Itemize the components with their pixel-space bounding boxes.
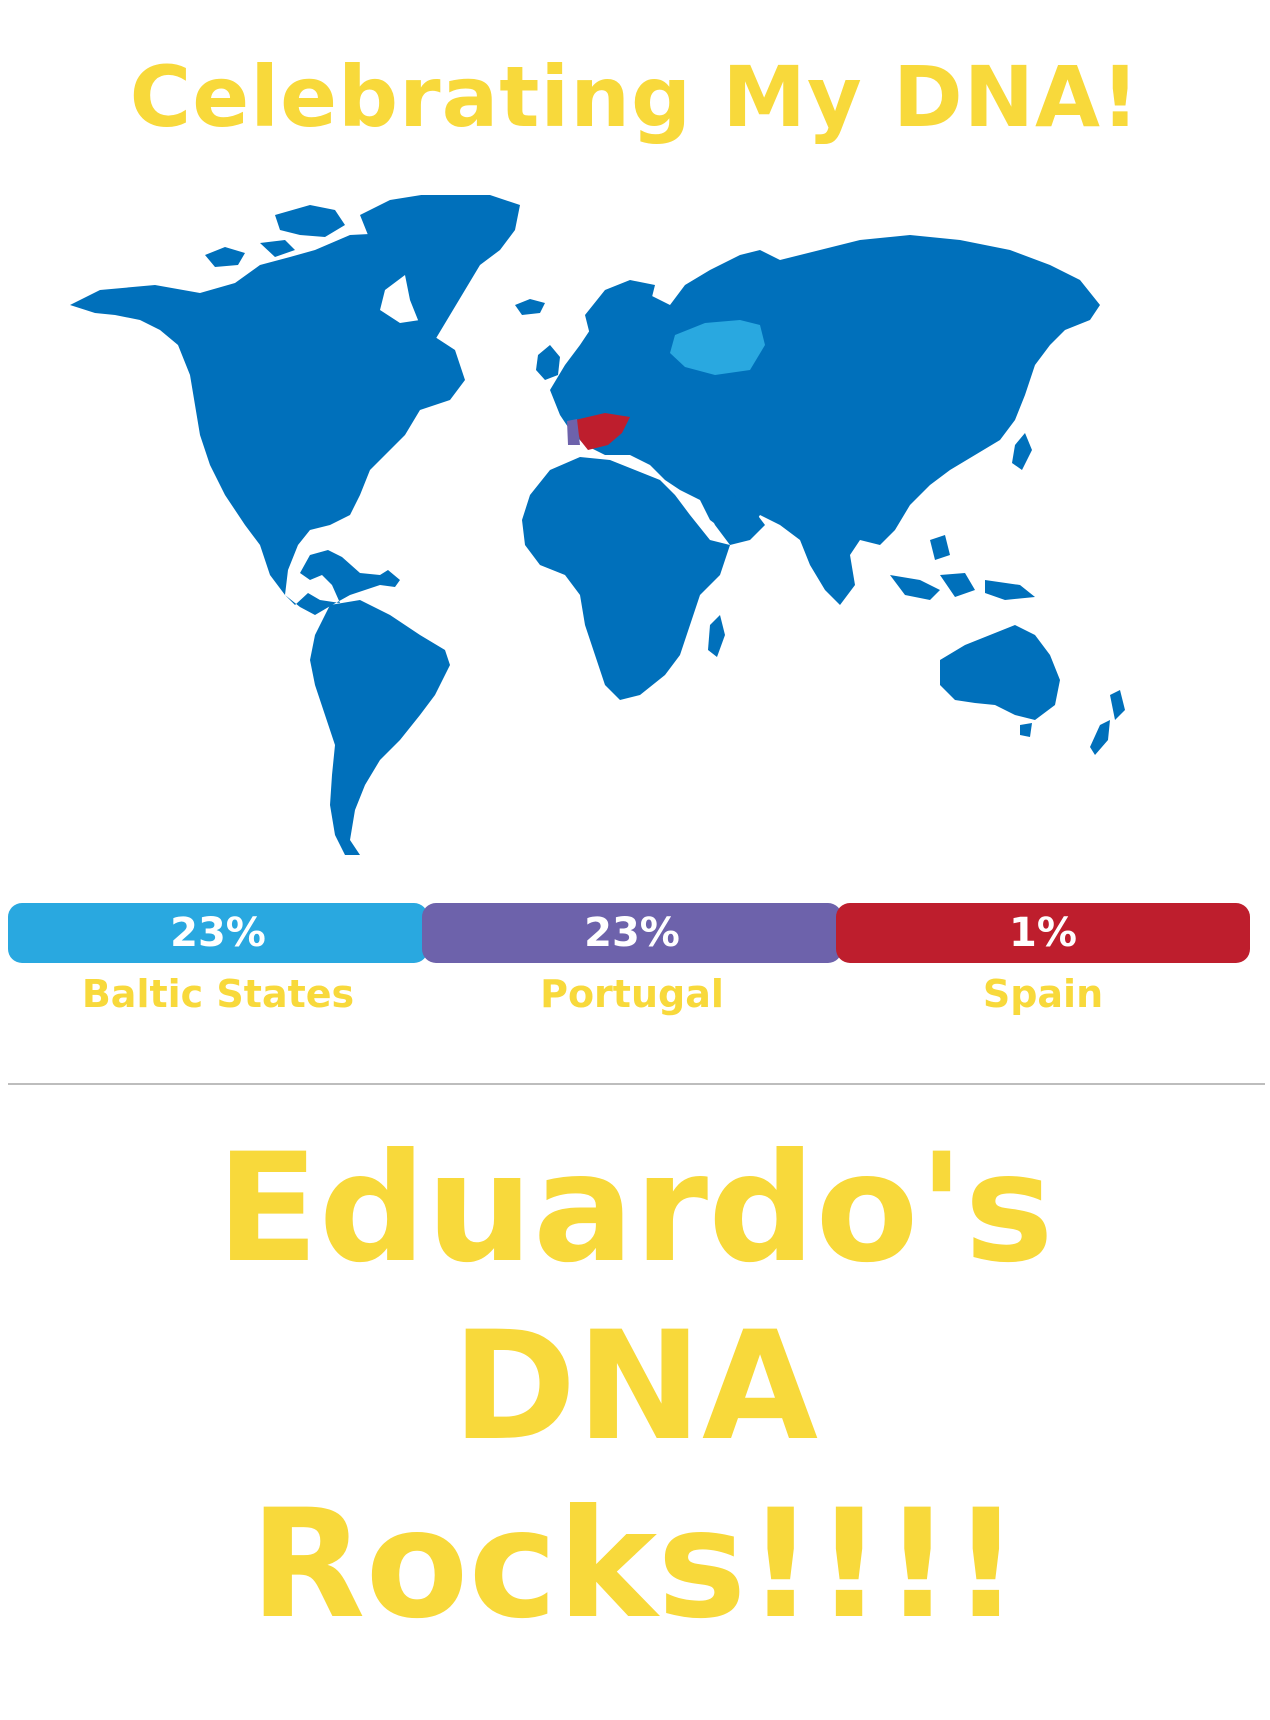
celebration-message: Eduardo's DNA Rocks!!!! <box>0 1120 1270 1654</box>
spain-highlight <box>575 413 630 450</box>
arabia-landmass <box>700 490 765 545</box>
new-zealand-landmass <box>1090 690 1125 755</box>
portugal-bar: 23% <box>422 903 842 963</box>
north-america-landmass <box>70 233 465 615</box>
baltic-states-bar: 23% <box>8 903 428 963</box>
spain-bar: 1% <box>836 903 1250 963</box>
iceland-landmass <box>515 299 545 315</box>
message-line-1: Eduardo's <box>216 1122 1054 1296</box>
greenland-landmass <box>360 195 520 340</box>
ancestry-bars: 23% 23% 1% <box>8 903 1250 965</box>
message-line-2: DNA <box>451 1300 819 1474</box>
australia-landmass <box>940 625 1060 720</box>
baltic-states-highlight <box>670 320 765 375</box>
africa-landmass <box>522 457 730 700</box>
spain-label: Spain <box>982 972 1104 1016</box>
portugal-highlight <box>567 419 580 445</box>
eurasia-landmass <box>550 235 1100 605</box>
divider <box>8 1083 1265 1085</box>
portugal-label: Portugal <box>540 972 724 1016</box>
scandinavia-landmass <box>585 280 655 345</box>
tasmania-landmass <box>1020 723 1032 737</box>
japan-landmass <box>1012 433 1032 470</box>
baltic-states-percent: 23% <box>170 910 266 956</box>
southeast-asia-islands <box>890 535 1035 600</box>
page-title: Celebrating My DNA! <box>129 48 1141 146</box>
world-map <box>70 195 1125 855</box>
baltic-states-label: Baltic States <box>81 972 355 1016</box>
madagascar-landmass <box>708 615 725 657</box>
spain-percent: 1% <box>1009 910 1077 956</box>
portugal-percent: 23% <box>584 910 680 956</box>
arctic-islands <box>205 205 370 285</box>
british-isles-landmass <box>536 345 560 380</box>
south-america-landmass <box>310 600 450 855</box>
message-line-3: Rocks!!!! <box>249 1478 1021 1652</box>
